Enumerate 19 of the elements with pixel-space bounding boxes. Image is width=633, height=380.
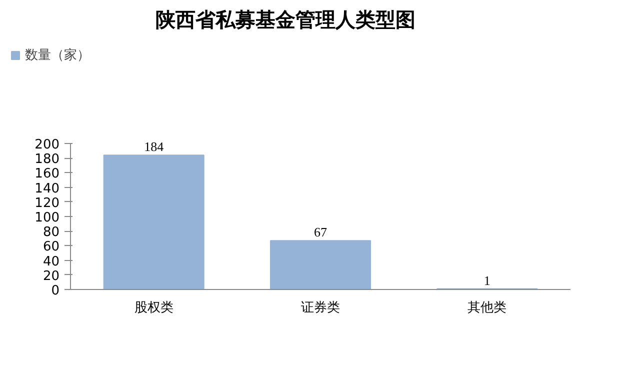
y-tick-label: 80	[42, 225, 60, 240]
y-tick-label: 0	[51, 284, 60, 298]
x-tick-label: 证券类	[301, 300, 340, 316]
data-label: 184	[144, 139, 164, 154]
y-tick-label: 160	[34, 166, 60, 182]
chart-title: 陕西省私募基金管理人类型图	[156, 8, 416, 32]
y-tick-label: 20	[42, 268, 60, 284]
y-tick-label: 40	[42, 254, 60, 270]
y-tick-label: 120	[34, 196, 60, 211]
y-tick-label: 100	[34, 210, 60, 226]
data-label: 1	[484, 272, 490, 288]
y-tick-label: 180	[34, 152, 60, 168]
y-tick-label: 200	[34, 138, 60, 152]
x-tick-label: 股权类	[134, 300, 174, 316]
x-tick-label: 其他类	[468, 300, 507, 316]
legend-label: 数量（家）	[25, 47, 90, 64]
data-label: 67	[314, 224, 328, 240]
y-tick-label: 140	[34, 181, 60, 196]
y-tick-label: 60	[42, 240, 60, 255]
